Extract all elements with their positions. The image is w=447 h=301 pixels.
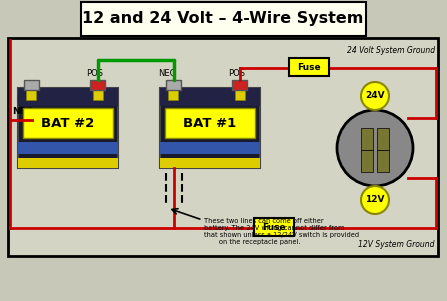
Bar [160,158,260,168]
Bar [361,150,373,172]
Bar [90,80,105,90]
Bar [160,88,260,106]
Bar [26,90,36,100]
Text: 24 Volt System Ground: 24 Volt System Ground [347,46,435,55]
Text: These two lines can come off either
battery. The 24V wiring cannot differ from
t: These two lines can come off either batt… [204,218,360,245]
Bar [377,128,389,150]
Text: 12V System Ground: 12V System Ground [358,240,435,249]
Text: POS: POS [228,69,245,77]
Bar [165,108,255,138]
Text: NEG: NEG [158,69,176,77]
FancyBboxPatch shape [254,218,294,236]
Bar [377,150,389,172]
Bar [235,90,245,100]
Text: POS: POS [86,69,103,77]
Bar [361,128,373,150]
Bar [160,88,260,168]
Text: 12V: 12V [365,196,385,204]
Bar [18,88,118,106]
Bar [18,158,118,168]
Bar [168,90,178,100]
Bar [18,88,118,168]
Bar [166,80,181,90]
Text: 24V: 24V [365,92,385,101]
FancyBboxPatch shape [288,58,329,76]
Circle shape [361,186,389,214]
Bar [18,142,118,154]
Text: BAT #2: BAT #2 [42,117,95,130]
Text: NEG: NEG [12,107,33,116]
Text: BAT #1: BAT #1 [183,117,236,130]
Text: 12 and 24 Volt – 4-Wire System: 12 and 24 Volt – 4-Wire System [82,11,364,26]
Bar [8,38,438,256]
Text: NEG: NEG [16,95,34,104]
Circle shape [337,110,413,186]
Bar [23,108,113,138]
Text: Fuse: Fuse [262,222,286,231]
Text: Fuse: Fuse [297,63,320,72]
Circle shape [361,82,389,110]
Bar [160,142,260,154]
FancyBboxPatch shape [81,2,366,36]
Bar [232,80,247,90]
Bar [24,80,39,90]
Bar [93,90,103,100]
